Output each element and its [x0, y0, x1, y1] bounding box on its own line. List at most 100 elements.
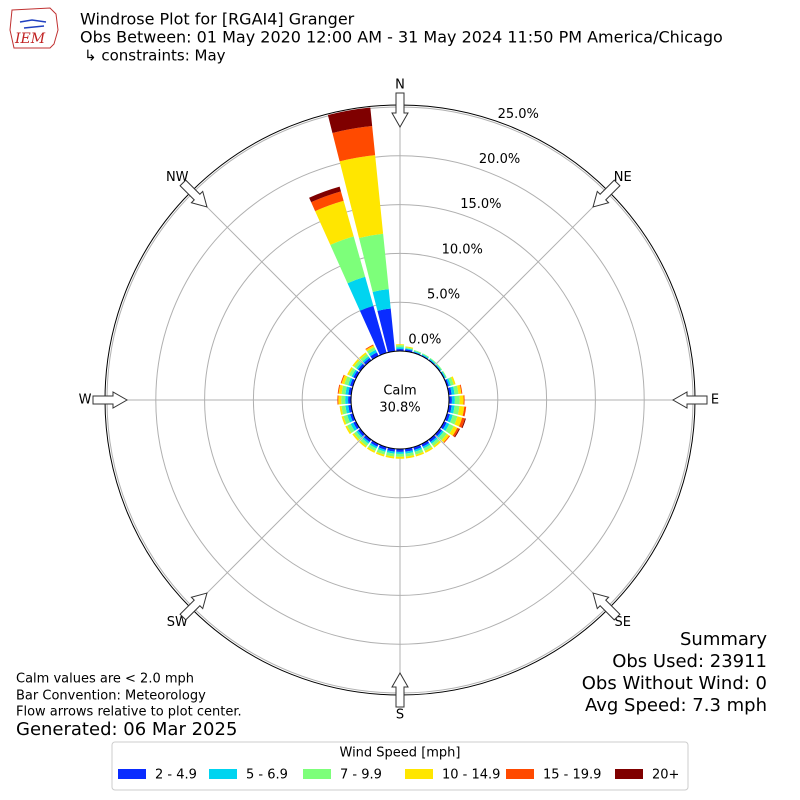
wind-bar-segment	[415, 451, 425, 457]
wind-bar-segment	[450, 405, 455, 414]
wind-bar-segment	[459, 395, 464, 405]
wind-bar-segment	[456, 384, 462, 395]
wind-bar-segment	[458, 417, 465, 428]
wind-bar-segment	[444, 379, 450, 387]
legend-label: 7 - 9.9	[340, 768, 382, 783]
legend-box	[111, 741, 689, 791]
wind-bar-segment	[352, 359, 360, 367]
wind-bar-segment	[454, 395, 460, 405]
wind-bar-segment	[429, 357, 437, 364]
wind-bar-segment	[372, 289, 391, 311]
wind-bar-segment	[422, 442, 431, 449]
wind-bar-segment	[345, 395, 349, 405]
wind-bar-segment	[396, 448, 404, 452]
flow-arrow-shape	[592, 179, 621, 208]
wind-bar-segment	[421, 354, 429, 359]
wind-bar-segment	[363, 357, 372, 365]
flow-arrow-shape	[391, 671, 409, 708]
wind-bar-segment	[454, 416, 463, 427]
flow-arrow	[92, 391, 129, 409]
wind-bar-segment	[348, 377, 353, 386]
wind-bar-segment	[365, 345, 375, 352]
wind-bar-segment	[377, 308, 396, 353]
wind-bar-segment	[396, 451, 404, 454]
compass-label: NW	[166, 170, 189, 185]
wind-bar-segment	[347, 414, 353, 423]
wind-bar-segment	[430, 437, 438, 444]
wind-bar-segment	[428, 435, 437, 443]
wind-bar-segment	[459, 384, 463, 394]
logo: IEM	[9, 7, 59, 49]
wind-bar-segment	[337, 395, 339, 405]
legend-swatch	[303, 769, 331, 779]
wind-bar-segment	[360, 353, 369, 362]
y-tick-label: 0.0%	[408, 332, 441, 347]
flow-arrow-shape	[671, 391, 708, 409]
wind-bar-segment	[330, 236, 366, 284]
wind-bar-segment	[436, 363, 443, 371]
summary: Summary	[680, 629, 767, 650]
wind-bar-segment	[362, 356, 370, 363]
wind-bar-segment	[462, 406, 467, 417]
chart-title: Windrose Plot for [RGAI4] Granger	[80, 10, 355, 29]
note: Calm values are < 2.0 mph	[16, 672, 194, 687]
wind-bar-segment	[457, 406, 465, 416]
wind-bar-segment	[450, 386, 455, 395]
y-tick-label: 15.0%	[460, 197, 501, 212]
wind-bar-segment	[421, 440, 430, 447]
wind-bar-segment	[449, 425, 458, 436]
calm-value: 30.8%	[379, 401, 420, 416]
legend-label: 2 - 4.9	[155, 768, 197, 783]
flow-arrow-shape	[179, 179, 208, 208]
summary: Avg Speed: 7.3 mph	[585, 695, 767, 716]
wind-bar-segment	[386, 450, 395, 454]
constraints: ↳ constraints: May	[84, 47, 226, 65]
wind-bar-segment	[359, 352, 367, 360]
compass-label: NE	[614, 170, 632, 185]
wind-bar-segment	[327, 107, 373, 133]
wind-bar-segment	[451, 395, 455, 405]
wind-bar-segment	[353, 421, 360, 430]
wind-bar-segment	[357, 363, 365, 372]
flow-arrow-shape	[179, 592, 208, 621]
wind-bar-segment	[347, 423, 355, 434]
wind-bar-segment	[370, 440, 379, 447]
wind-bar-segment	[463, 395, 465, 405]
legend-swatch	[209, 769, 237, 779]
wind-bar-segment	[356, 362, 363, 370]
flow-arrow	[391, 671, 409, 708]
wind-bar-segment	[441, 433, 450, 443]
wind-bar-segment	[438, 431, 447, 441]
wind-bar-segment	[360, 438, 369, 447]
wind-bar-segment	[344, 376, 351, 386]
wind-bar-segment	[350, 413, 356, 422]
y-tick-label: 10.0%	[442, 242, 483, 257]
flow-arrow	[592, 592, 621, 621]
wind-bar-segment	[378, 444, 387, 450]
wind-bar-segment	[370, 352, 379, 360]
wind-bar-segment	[366, 446, 376, 453]
wind-bar-segment	[448, 377, 454, 386]
wind-bar-segment	[433, 440, 441, 448]
logo-lines	[19, 19, 47, 29]
wind-bar-segment	[443, 435, 451, 444]
wind-bar-segment	[431, 438, 440, 447]
compass-label: E	[711, 393, 719, 408]
wind-bar-segment	[347, 276, 374, 311]
wind-bar-segment	[351, 369, 358, 378]
wind-bar-segment	[363, 435, 372, 443]
legend-title: Wind Speed [mph]	[340, 746, 461, 761]
spoke	[434, 434, 608, 608]
wind-bar-segment	[442, 370, 447, 378]
wind-bar-segment	[350, 422, 358, 431]
wind-bar-segment	[345, 405, 350, 414]
spoke	[434, 192, 608, 366]
wind-bar-segment	[385, 455, 395, 459]
legend-label: 20+	[652, 768, 679, 783]
wind-bar-segment	[445, 423, 454, 434]
wind-bar-segment	[405, 452, 414, 457]
wind-bar-segment	[345, 425, 352, 435]
wind-bar-segment	[413, 444, 422, 450]
flow-arrow	[179, 592, 208, 621]
compass-label: W	[79, 393, 92, 408]
